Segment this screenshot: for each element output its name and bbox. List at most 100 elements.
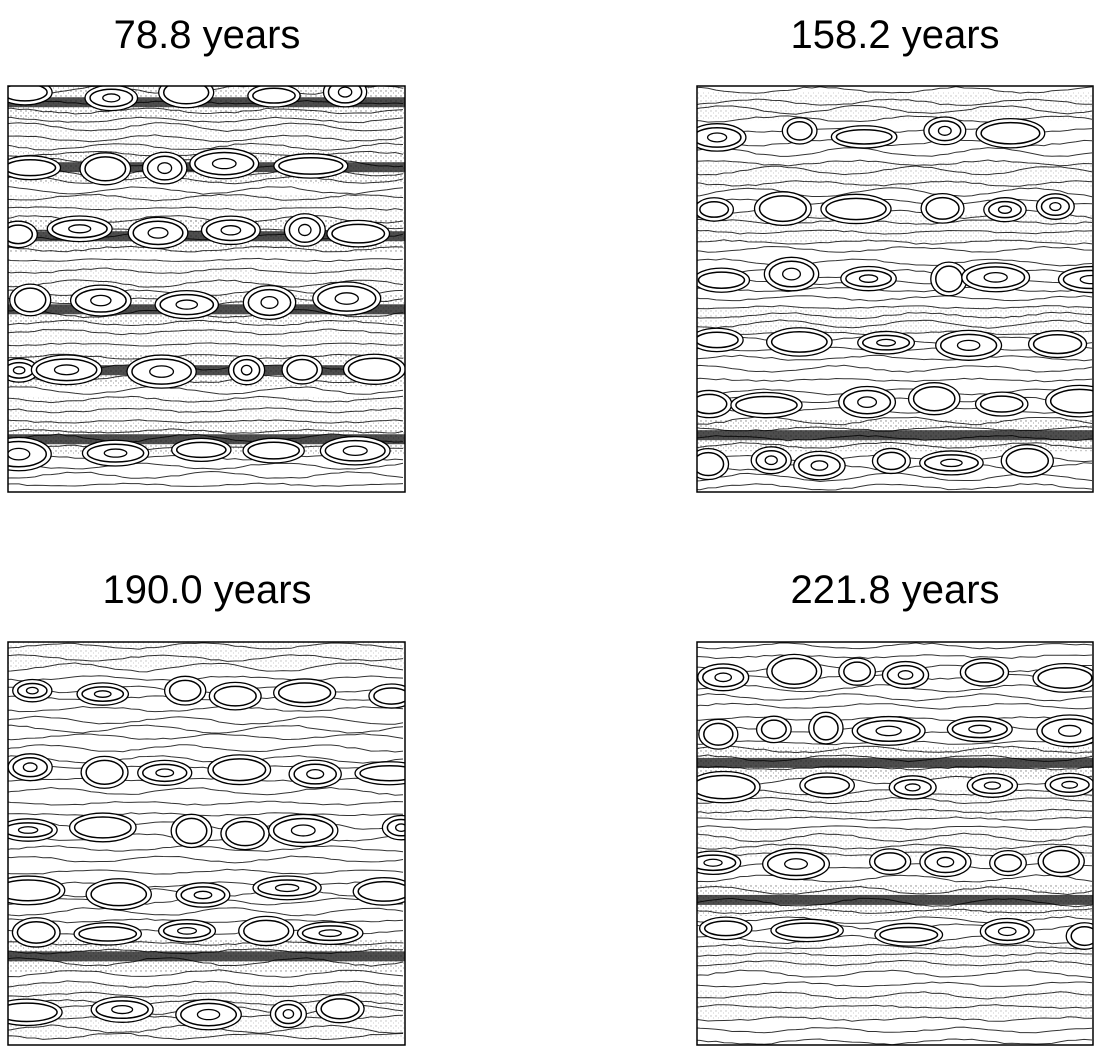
contour-line: [8, 257, 404, 263]
eddy-contour: [988, 200, 1022, 219]
stipple-band: [8, 327, 405, 356]
eddy-contour: [213, 685, 257, 707]
eddy-contour: [176, 926, 198, 935]
eddy-contour: [971, 777, 1014, 795]
eddy-contour: [238, 915, 295, 947]
contour-line: [8, 134, 404, 143]
eddy-contour: [274, 883, 300, 893]
eddy-contour: [897, 670, 914, 680]
eddy-contour: [1032, 333, 1083, 355]
eddy-contour: [175, 299, 199, 310]
eddy-contour: [784, 858, 809, 870]
contour-line: [697, 115, 1093, 123]
eddy-contour: [939, 333, 998, 358]
eddy-contour: [277, 682, 332, 704]
contour-line: [8, 319, 404, 327]
contour-line: [697, 388, 1093, 396]
contour-line: [697, 991, 1093, 1000]
contour-line: [8, 1033, 404, 1041]
contour-line: [8, 695, 404, 701]
contour-line: [697, 825, 1093, 831]
contour-line: [697, 816, 1093, 822]
contour-line: [8, 407, 404, 414]
eddy-contour: [1040, 197, 1070, 217]
contour-line: [697, 702, 1093, 710]
eddy-contour: [936, 856, 955, 868]
contour-line: [697, 434, 1093, 442]
contour-line: [697, 354, 1093, 362]
eddy-contour: [111, 1004, 134, 1015]
eddy-contour: [1049, 388, 1093, 414]
eddy-contour: [319, 435, 391, 466]
eddy-contour: [983, 271, 1008, 283]
eddy-contour: [1005, 447, 1050, 474]
eddy-contour: [207, 754, 272, 786]
contour-line: [697, 745, 1092, 754]
contour-line: [697, 765, 1093, 771]
contour-line: [697, 642, 1093, 650]
contour-line: [697, 441, 1093, 449]
eddy-contour: [22, 762, 38, 773]
eddy-contour: [697, 393, 728, 415]
contour-line: [697, 146, 1093, 157]
eddy-contour: [702, 667, 745, 688]
contour-plot: [8, 642, 405, 1045]
contour-line: [8, 733, 404, 741]
eddy-contour: [13, 287, 47, 313]
contour-line: [697, 311, 1093, 320]
contour-line: [8, 845, 404, 853]
eddy-contour: [760, 719, 787, 740]
dark-band: [8, 951, 405, 962]
eddy-contour: [381, 814, 405, 841]
contour-line: [697, 305, 1093, 310]
contour-line: [697, 796, 1093, 805]
contour-line: [8, 395, 404, 404]
eddy-contour: [168, 679, 202, 702]
eddy-contour: [8, 440, 47, 468]
eddy-contour: [288, 759, 342, 789]
contour-line: [697, 98, 1092, 106]
eddy-contour: [368, 683, 405, 709]
eddy-contour: [699, 200, 730, 218]
contour-line: [8, 342, 404, 347]
eddy-contour: [324, 439, 386, 462]
eddy-contour: [194, 151, 255, 176]
contour-line: [697, 959, 1093, 967]
eddy-contour: [1079, 274, 1093, 285]
contour-line: [8, 107, 404, 115]
contour-line: [8, 868, 404, 875]
eddy-contour: [326, 219, 391, 248]
contour-line: [697, 885, 1093, 896]
eddy-contour: [928, 120, 962, 142]
eddy-contour: [697, 451, 725, 477]
contour-line: [697, 654, 1093, 660]
contour-line: [697, 483, 1093, 491]
eddy-contour: [159, 293, 215, 316]
eddy-contour: [394, 823, 405, 833]
eddy-contour: [1061, 780, 1079, 789]
contour-plot: [697, 642, 1093, 1045]
eddy-contour: [11, 917, 61, 948]
eddy-contour: [703, 722, 734, 746]
eddy-contour: [1036, 714, 1093, 748]
eddy-contour: [301, 925, 359, 942]
eddy-contour: [758, 195, 807, 223]
eddy-contour: [964, 661, 1005, 683]
eddy-contour: [268, 813, 339, 848]
eddy-contour: [16, 682, 48, 699]
eddy-contour: [763, 256, 820, 292]
eddy-contour: [983, 781, 1002, 790]
eddy-contour: [1057, 265, 1093, 294]
contour-line: [8, 462, 404, 470]
eddy-contour: [919, 847, 972, 878]
eddy-contour: [273, 678, 337, 708]
eddy-contour: [1042, 849, 1081, 874]
contour-line: [697, 874, 1093, 883]
eddy-contour: [697, 271, 746, 289]
contour-line: [8, 675, 404, 682]
contour-line: [8, 705, 404, 713]
eddy-contour: [158, 86, 215, 109]
eddy-contour: [793, 450, 846, 481]
contour-line: [697, 952, 1092, 957]
